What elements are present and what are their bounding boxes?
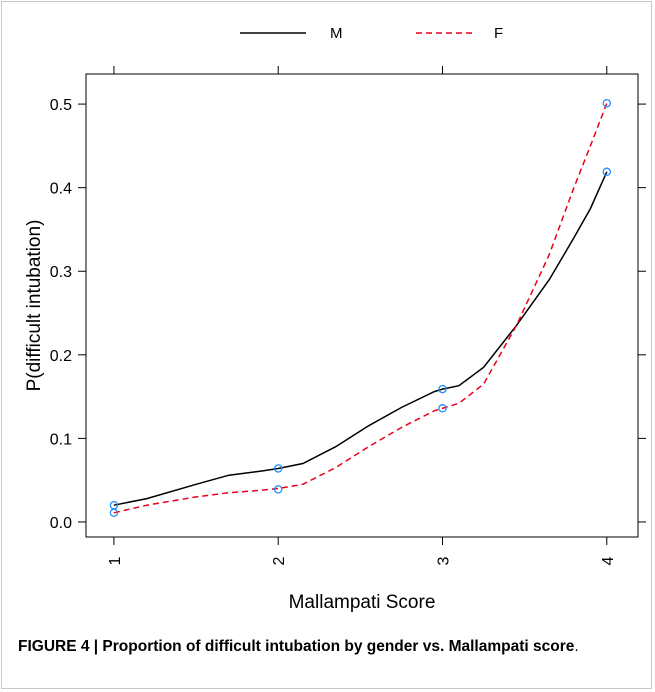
data-point-M	[602, 167, 612, 177]
series-line-F	[113, 103, 608, 514]
data-point-F	[109, 508, 119, 518]
data-points	[109, 99, 612, 518]
legend-label-M: M	[330, 25, 343, 42]
x-axis-label: Mallampati Score	[289, 592, 436, 613]
caption-title: FIGURE 4 | Proportion of difficult intub…	[18, 638, 575, 655]
plot-frame	[85, 73, 639, 538]
caption-end: .	[574, 638, 579, 655]
x-tick-label: 4	[600, 556, 617, 565]
series-lines	[113, 103, 608, 514]
y-axis-label: P(difficult intubation)	[24, 220, 45, 392]
y-tick-label: 0.4	[50, 181, 72, 198]
series-line-M	[113, 171, 608, 506]
y-tick-label: 0.5	[50, 97, 72, 114]
legend-label-F: F	[494, 25, 503, 42]
data-point-M	[438, 384, 447, 394]
y-tick-label: 0.3	[50, 264, 72, 281]
x-tick-label: 3	[436, 556, 453, 565]
y-tick-label: 0.2	[50, 348, 72, 365]
data-point-F	[273, 485, 283, 494]
y-tick-label: 0.1	[50, 431, 72, 448]
data-point-M	[273, 464, 283, 473]
x-tick-label: 1	[107, 556, 124, 565]
x-tick-label: 2	[271, 556, 288, 565]
figure-caption: FIGURE 4 | Proportion of difficult intub…	[18, 636, 638, 658]
data-point-F	[438, 404, 447, 413]
data-point-F	[602, 99, 612, 108]
axis-ticks: 0.0 0.1 0.2 0.3 0.4 0.5 1 2 3 4	[50, 66, 646, 565]
y-tick-label: 0.0	[50, 515, 72, 532]
